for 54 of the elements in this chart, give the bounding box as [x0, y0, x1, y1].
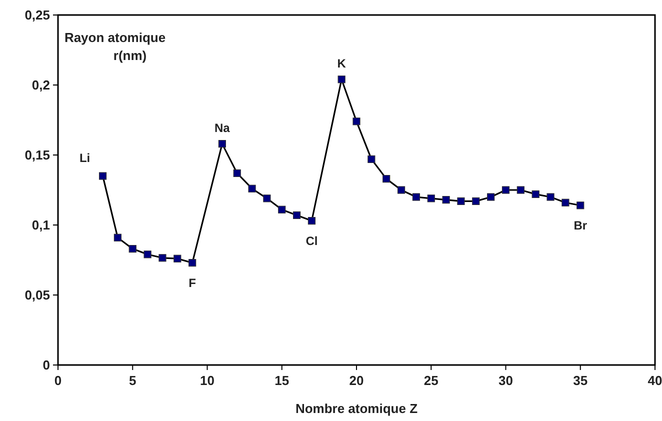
point — [98, 172, 107, 180]
x-tick-label: 40 — [648, 373, 662, 388]
point — [576, 202, 584, 210]
point — [174, 254, 182, 262]
x-tick-label: 20 — [349, 373, 364, 388]
point — [562, 198, 570, 206]
y-tick-label: 0,25 — [24, 8, 50, 22]
point — [412, 193, 420, 201]
point — [128, 245, 136, 253]
y-axis-title: Rayon atomique r(nm) — [64, 30, 166, 63]
point — [472, 197, 480, 205]
x-tick-label: 5 — [129, 373, 136, 388]
point — [427, 194, 435, 202]
annotation: Cl — [306, 234, 318, 248]
point — [442, 196, 450, 204]
x-tick-label: 35 — [573, 373, 588, 388]
point — [487, 193, 495, 201]
point — [382, 175, 390, 183]
point — [338, 76, 346, 84]
point — [218, 140, 226, 148]
point — [248, 184, 256, 192]
point — [546, 193, 554, 201]
point — [114, 234, 122, 242]
point — [158, 254, 166, 262]
point — [278, 206, 286, 214]
y-tick-label: 0,05 — [24, 288, 50, 302]
x-tick-label: 0 — [54, 373, 62, 388]
x-tick-label: 30 — [498, 373, 513, 388]
annotation: F — [188, 276, 196, 290]
x-tick-label: 15 — [274, 373, 290, 388]
point — [368, 155, 376, 163]
y-tick-label: 0,1 — [32, 218, 50, 232]
point — [188, 259, 196, 267]
y-tick-label: 0,2 — [32, 78, 50, 92]
point — [352, 118, 360, 126]
point — [532, 190, 540, 198]
point — [397, 186, 406, 194]
point — [308, 217, 316, 225]
point — [233, 169, 241, 177]
point — [144, 250, 152, 258]
x-axis-title: Nombre atomique Z — [295, 401, 418, 416]
point — [263, 194, 271, 202]
annotation: Li — [79, 151, 90, 165]
x-tick-label: 10 — [200, 373, 214, 388]
annotation: Br — [574, 218, 588, 232]
x-tick-label: 25 — [424, 373, 438, 388]
point — [502, 186, 510, 194]
y-tick-label: 0,15 — [24, 148, 50, 162]
annotation: K — [337, 56, 346, 70]
y-tick-label: 0 — [42, 358, 50, 372]
point — [516, 186, 524, 194]
annotation: Na — [214, 120, 230, 135]
point — [457, 197, 465, 205]
point — [293, 211, 301, 219]
